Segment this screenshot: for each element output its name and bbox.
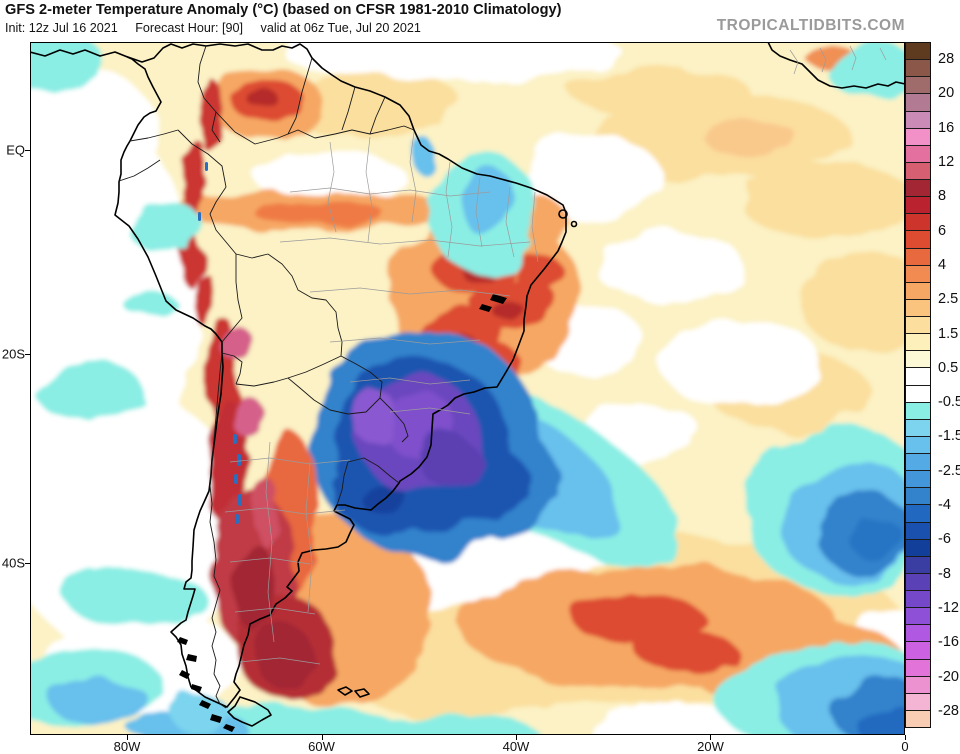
colorbar-block — [906, 454, 930, 472]
colorbar-block — [906, 659, 930, 677]
lon-label: 60W — [308, 739, 335, 754]
colorbar-block — [906, 128, 930, 146]
colorbar-block — [906, 591, 930, 609]
colorbar-tick-label: -20 — [938, 668, 959, 685]
colorbar-block — [906, 505, 930, 523]
lon-label: 20W — [697, 739, 724, 754]
run-info: Init: 12z Jul 16 2021 Forecast Hour: [90… — [5, 21, 435, 35]
colorbar-tick-label: -12 — [938, 599, 959, 616]
colorbar-block — [906, 43, 930, 61]
colorbar — [905, 42, 931, 728]
lon-tick — [515, 735, 517, 740]
anomaly-map — [30, 42, 905, 735]
colorbar-block — [906, 145, 930, 163]
colorbar-block — [906, 60, 930, 78]
colorbar-tick-label: 20 — [938, 85, 955, 102]
colorbar-block — [906, 351, 930, 369]
colorbar-tick-label: 12 — [938, 154, 955, 171]
colorbar-block — [906, 94, 930, 112]
colorbar-tick-label: -8 — [938, 565, 951, 582]
coastline — [30, 42, 905, 727]
colorbar-tick-label: 6 — [938, 222, 947, 239]
colorbar-tick-label: 2.5 — [938, 291, 959, 308]
colorbar-block — [906, 214, 930, 232]
map-border — [30, 42, 905, 735]
colorbar-tick-label: 28 — [938, 51, 955, 68]
lon-label: 80W — [113, 739, 141, 754]
lat-label: EQ — [6, 142, 25, 158]
colorbar-tick-label: -2.5 — [938, 462, 960, 479]
lat-tick — [25, 353, 30, 355]
colorbar-block — [906, 197, 930, 215]
state-borders — [224, 45, 887, 665]
colorbar-block — [906, 522, 930, 540]
colorbar-tick-label: 0.5 — [938, 359, 959, 376]
colorbar-block — [906, 368, 930, 386]
colorbar-tick-label: 4 — [938, 256, 947, 273]
lon-tick — [710, 735, 712, 740]
colorbar-block — [906, 248, 930, 266]
colorbar-block — [906, 77, 930, 95]
colorbar-block — [906, 676, 930, 694]
colorbar-tick-label: -28 — [938, 702, 959, 719]
anomaly-map-svg — [30, 42, 905, 735]
colorbar-block — [906, 402, 930, 420]
colorbar-block — [906, 299, 930, 317]
anomaly-field — [30, 42, 905, 735]
lat-tick — [25, 149, 30, 151]
colorbar-block — [906, 317, 930, 335]
colorbar-block — [906, 334, 930, 352]
lon-tick — [321, 735, 323, 740]
lat-label: 20S — [1, 346, 25, 362]
valid-time: valid at 06z Tue, Jul 20 2021 — [260, 20, 421, 35]
colorbar-tick-label: -16 — [938, 634, 959, 651]
colorbar-tick-label: -0.5 — [938, 394, 960, 411]
tropicaltidbits-logo: TROPICALTIDBITS.COM — [716, 17, 905, 34]
colorbar-tick-label: -4 — [938, 497, 951, 514]
lon-tick — [127, 735, 129, 740]
colorbar-tick-label: -6 — [938, 531, 951, 548]
lon-tick — [905, 735, 906, 740]
lon-label: 0 — [901, 739, 909, 754]
country-borders — [118, 45, 415, 709]
colorbar-block — [906, 180, 930, 198]
colorbar-block — [906, 642, 930, 660]
colorbar-block — [906, 265, 930, 283]
lat-tick — [25, 562, 30, 564]
colorbar-block — [906, 608, 930, 626]
colorbar-block — [906, 625, 930, 643]
colorbar-tick-label: -1.5 — [938, 428, 960, 445]
colorbar-block — [906, 693, 930, 711]
init-time: Init: 12z Jul 16 2021 — [5, 20, 118, 35]
colorbar-block — [906, 231, 930, 249]
colorbar-block — [906, 162, 930, 180]
colorbar-block — [906, 539, 930, 557]
colorbar-block — [906, 436, 930, 454]
colorbar-block — [906, 710, 930, 727]
colorbar-block — [906, 556, 930, 574]
page-title: GFS 2-meter Temperature Anomaly (°C) (ba… — [5, 2, 562, 18]
colorbar-block — [906, 111, 930, 129]
colorbar-block — [906, 282, 930, 300]
lat-label: 40S — [1, 555, 25, 571]
colorbar-tick-label: 1.5 — [938, 325, 959, 342]
colorbar-tick-label: 16 — [938, 119, 955, 136]
colorbar-block — [906, 471, 930, 489]
colorbar-block — [906, 419, 930, 437]
lon-label: 40W — [502, 739, 530, 754]
terrain-speckles — [198, 162, 242, 524]
colorbar-tick-label: 8 — [938, 188, 947, 205]
colorbar-block — [906, 385, 930, 403]
colorbar-block — [906, 488, 930, 506]
forecast-hour: Forecast Hour: [90] — [135, 20, 244, 35]
colorbar-block — [906, 573, 930, 591]
